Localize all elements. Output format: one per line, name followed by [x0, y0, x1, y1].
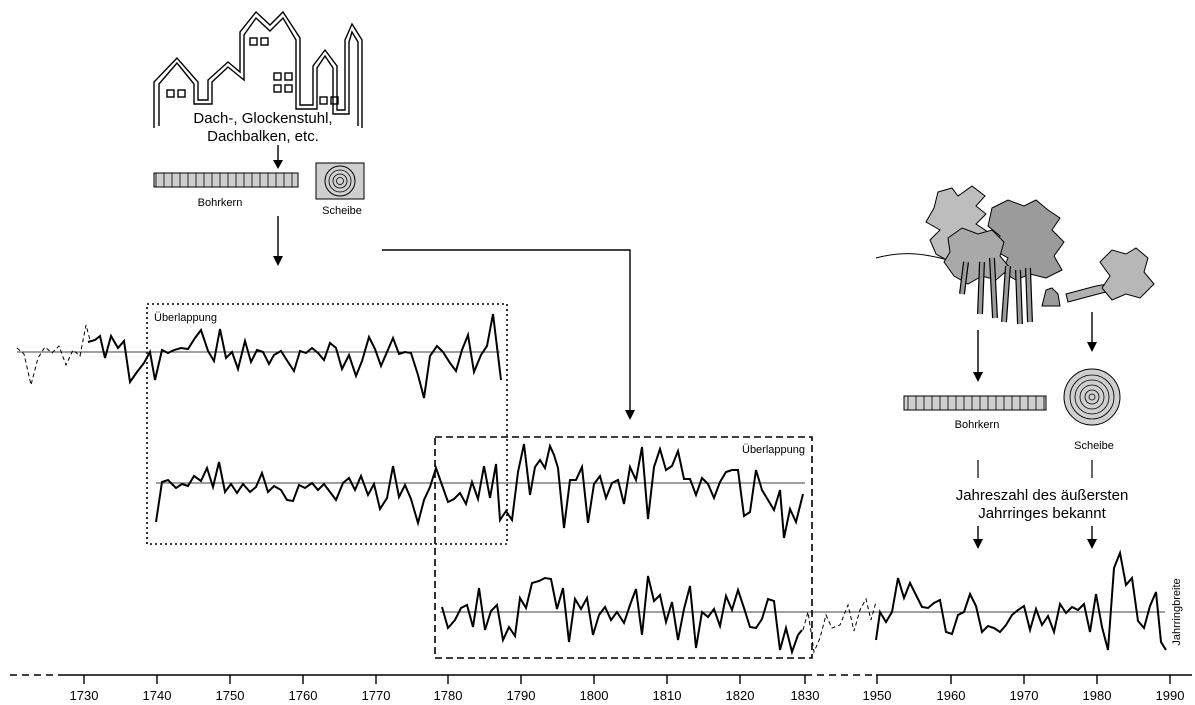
felled-tree-icon [1065, 247, 1155, 303]
overlap-box-2 [434, 436, 813, 659]
overlap-2-label: Überlappung [742, 444, 805, 456]
time-axis: 1730 1740 1750 1760 1770 1780 1790 1800 1810 1820… [10, 674, 1192, 703]
series-1-dashed-start [16, 324, 91, 386]
axis-tick-label: 1790 [507, 688, 536, 703]
jahrringbreite-axis-label: Jahrringbreite [1171, 578, 1183, 645]
overlap-box-1 [146, 303, 508, 545]
scheibe-right-label: Scheibe [1074, 440, 1114, 452]
series-1-curve [87, 313, 502, 399]
axis-tick-label: 1730 [70, 688, 99, 703]
axis-tick-label: 1800 [580, 688, 609, 703]
axis-ticks: 1730 1740 1750 1760 1770 1780 1790 1800 1810 1820… [70, 675, 1185, 703]
overlap-1-label: Überlappung [154, 312, 217, 324]
arrow-trees-to-core [973, 330, 983, 382]
building-label-line-2: Dachbalken, etc. [207, 128, 319, 145]
known-year-label-line-1: Jahreszahl des äußersten [956, 487, 1129, 504]
arrow-core-to-series-3 [973, 526, 983, 549]
known-year-label-line-2: Jahrringes bekannt [978, 505, 1106, 522]
axis-tick-label: 1760 [289, 688, 318, 703]
axis-tick-label: 1810 [653, 688, 682, 703]
series-2-curve [155, 442, 804, 539]
arrow-disc-to-series-3 [1087, 526, 1097, 549]
building-label-line-1: Dach-, Glockenstuhl, [193, 110, 332, 127]
building-icon [153, 10, 363, 128]
series-3 [440, 549, 1167, 656]
arrow-building-to-core [273, 145, 283, 169]
arrow-felled-to-disc [1087, 312, 1097, 352]
series-3-dashed-gap [802, 597, 877, 654]
axis-tick-label: 1780 [434, 688, 463, 703]
core-sample-hatch-right [904, 396, 1046, 410]
series-1 [16, 313, 502, 399]
axis-tick-label: 1950 [863, 688, 892, 703]
axis-tick-label: 1820 [726, 688, 755, 703]
scheibe-left-label: Scheibe [322, 205, 362, 217]
tree-stump-icon [1041, 287, 1061, 307]
series-2 [155, 442, 805, 539]
axis-tick-label: 1750 [216, 688, 245, 703]
series-3-curve [441, 575, 803, 656]
axis-tick-label: 1960 [937, 688, 966, 703]
axis-tick-label: 1770 [362, 688, 391, 703]
bohrkern-left-label: Bohrkern [198, 197, 243, 209]
trees-icon [875, 185, 1065, 325]
axis-tick-label: 1970 [1010, 688, 1039, 703]
core-sample-hatch [154, 173, 298, 187]
arrow-disc-to-series-2 [382, 249, 635, 420]
axis-tick-label: 1830 [791, 688, 820, 703]
wood-disc-icon-right [1063, 368, 1121, 426]
axis-tick-label: 1740 [143, 688, 172, 703]
axis-tick-label: 1990 [1156, 688, 1185, 703]
bohrkern-right-label: Bohrkern [955, 419, 1000, 431]
axis-tick-label: 1980 [1083, 688, 1112, 703]
wood-disc-icon [315, 162, 365, 200]
arrow-core-to-series-1 [273, 216, 283, 266]
series-3-curve-recent [875, 549, 1167, 651]
